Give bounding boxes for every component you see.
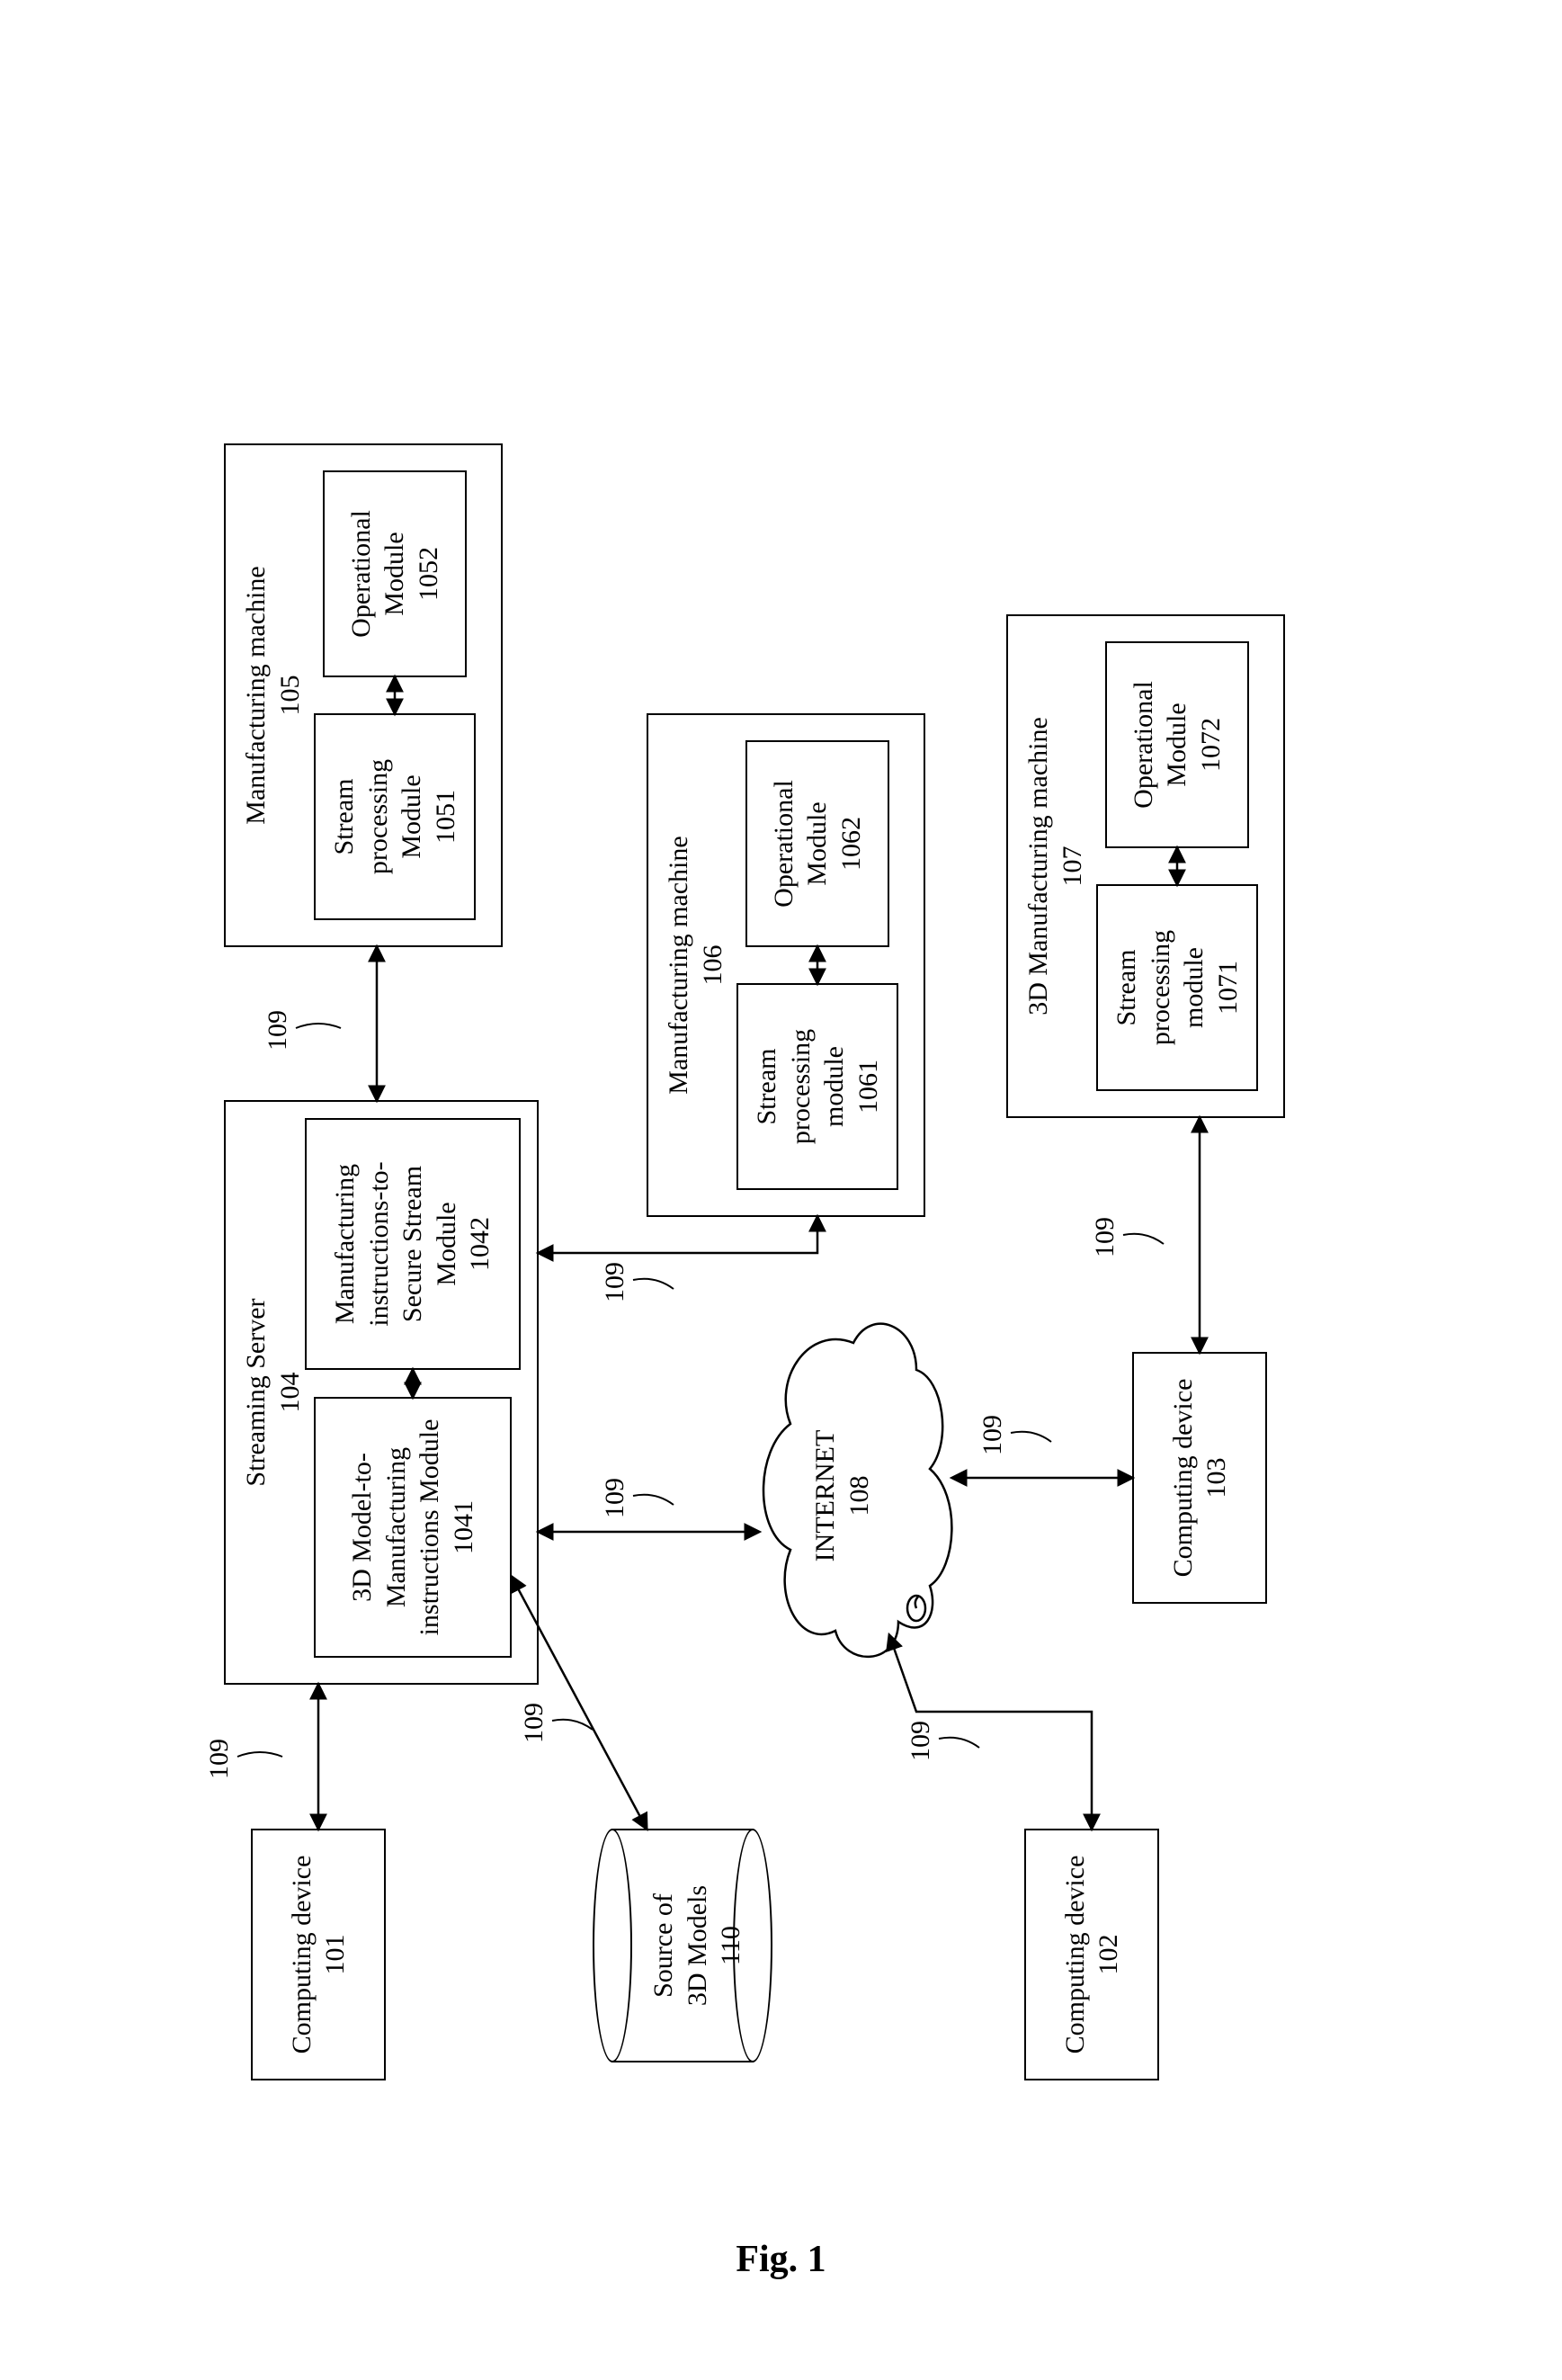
src-l1: Source of xyxy=(648,1893,678,1998)
m1041-l2: Manufacturing xyxy=(379,1447,413,1607)
machine-105-title: Manufacturing machine 105 xyxy=(239,445,307,945)
m1051-l4: 1051 xyxy=(428,790,462,844)
m1062-l3: 1062 xyxy=(834,817,868,871)
m1061-l4: 1061 xyxy=(851,1060,885,1114)
machine-107-title: 3D Manufacturing machine 107 xyxy=(1022,616,1089,1116)
cd103-l2: 103 xyxy=(1200,1458,1234,1499)
server-title-text: Streaming Server xyxy=(241,1298,271,1486)
internet-label: INTERNET 108 xyxy=(808,1334,876,1658)
m1072-l3: 1072 xyxy=(1193,718,1227,772)
m105-title: Manufacturing machine xyxy=(241,566,271,824)
m1042-l3: Secure Stream xyxy=(396,1166,430,1322)
source-3d-models-cylinder: Source of 3D Models 110 xyxy=(593,1829,772,2062)
m107-id: 107 xyxy=(1057,846,1086,887)
ref-109-b: 109 xyxy=(263,1010,293,1051)
m1052-l2: Module xyxy=(378,532,412,615)
m105-id: 105 xyxy=(274,676,304,716)
module-1071: Stream processing module 1071 xyxy=(1096,884,1258,1091)
module-1062: Operational Module 1062 xyxy=(745,740,889,947)
ref-109-d: 109 xyxy=(600,1478,630,1518)
cd102-l2: 102 xyxy=(1092,1935,1126,1975)
src-l2: 3D Models xyxy=(682,1885,711,2006)
computing-device-101: Computing device 101 xyxy=(251,1829,386,2080)
cd101-l1: Computing device xyxy=(284,1856,318,2054)
module-1052: Operational Module 1052 xyxy=(323,470,467,677)
m1042-l5: 1042 xyxy=(463,1217,497,1271)
m1071-l3: module xyxy=(1177,947,1211,1028)
m1052-l1: Operational xyxy=(344,510,378,638)
cd103-l1: Computing device xyxy=(1165,1379,1200,1578)
m1061-l3: module xyxy=(817,1046,852,1127)
m1071-l1: Stream xyxy=(1110,950,1144,1026)
m1042-l1: Manufacturing xyxy=(328,1164,362,1324)
figure-label: Fig. 1 xyxy=(736,2238,826,2281)
m106-id: 106 xyxy=(697,945,727,986)
ref-109-g: 109 xyxy=(977,1415,1008,1455)
ref-109-a: 109 xyxy=(204,1739,235,1779)
m1072-l2: Module xyxy=(1160,702,1194,786)
m1051-l2: processing xyxy=(361,759,395,874)
computing-device-102: Computing device 102 xyxy=(1024,1829,1159,2080)
ref-109-e: 109 xyxy=(600,1262,630,1302)
ref-109-f: 109 xyxy=(906,1721,936,1761)
server-id-text: 104 xyxy=(274,1373,304,1413)
module-1041: 3D Model-to- Manufacturing instructions … xyxy=(314,1397,512,1658)
module-1072: Operational Module 1072 xyxy=(1105,641,1249,848)
m1042-l4: Module xyxy=(429,1202,463,1285)
m1052-l3: 1052 xyxy=(411,547,445,601)
module-1051: Stream processing Module 1051 xyxy=(314,713,476,920)
machine-106-title: Manufacturing machine 106 xyxy=(662,715,729,1215)
cd101-l2: 101 xyxy=(318,1935,353,1975)
m107-title: 3D Manufacturing machine xyxy=(1023,717,1053,1016)
m1072-l1: Operational xyxy=(1126,681,1160,809)
m1041-l4: 1041 xyxy=(446,1500,480,1554)
m1051-l3: Module xyxy=(395,774,429,858)
internet-l1: INTERNET xyxy=(810,1430,840,1562)
m1062-l2: Module xyxy=(800,801,835,885)
src-l3: 110 xyxy=(716,1926,745,1965)
m106-title: Manufacturing machine xyxy=(664,836,693,1094)
m1041-l3: instructions Module xyxy=(413,1419,447,1636)
internet-l2: 108 xyxy=(843,1476,873,1517)
module-1042: Manufacturing instructions-to- Secure St… xyxy=(305,1118,521,1370)
m1071-l4: 1071 xyxy=(1210,961,1245,1015)
ref-109-h: 109 xyxy=(1090,1217,1120,1257)
module-1061: Stream processing module 1061 xyxy=(736,983,898,1190)
ref-109-c: 109 xyxy=(519,1703,549,1743)
m1071-l2: processing xyxy=(1143,930,1177,1045)
cd102-l1: Computing device xyxy=(1058,1856,1092,2054)
m1041-l1: 3D Model-to- xyxy=(345,1453,379,1602)
m1062-l1: Operational xyxy=(766,780,800,908)
streaming-server-title: Streaming Server 104 xyxy=(239,1102,307,1683)
m1061-l2: processing xyxy=(783,1029,817,1144)
m1061-l1: Stream xyxy=(750,1049,784,1125)
computing-device-103: Computing device 103 xyxy=(1132,1352,1267,1604)
m1042-l2: instructions-to- xyxy=(361,1161,396,1326)
m1051-l1: Stream xyxy=(327,779,361,855)
